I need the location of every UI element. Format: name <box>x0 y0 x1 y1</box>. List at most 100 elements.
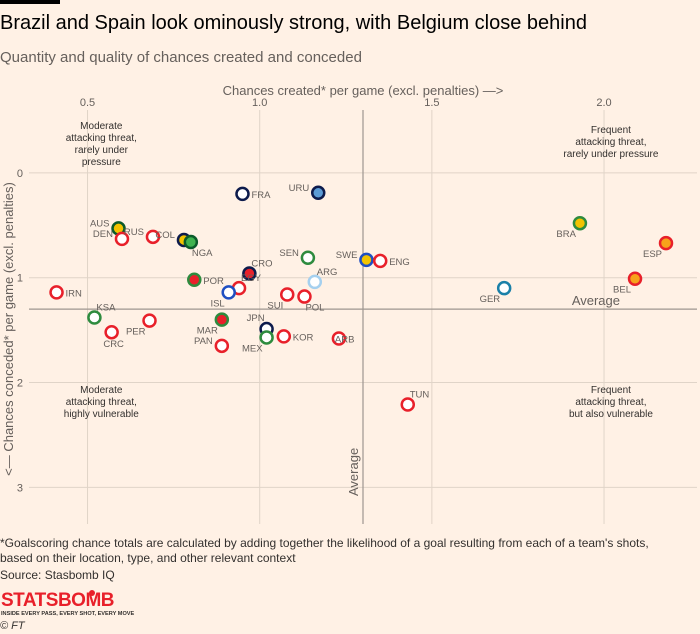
team-point-swe <box>359 252 374 268</box>
quadrant-annotation: Moderate attacking threat, rarely under pre… <box>66 121 137 168</box>
team-label-pan: PAN <box>194 336 213 347</box>
scatter-chart: 0.5 1.0 1.5 2.0 0 1 2 3 Chances created* per gam… <box>1 83 697 524</box>
team-label-sui: SUI <box>267 300 283 311</box>
team-point-arg <box>307 274 323 290</box>
footnote: *Goalscoring chance totals are calculate… <box>0 536 649 565</box>
team-point-tun <box>400 397 416 412</box>
team-point-mar <box>214 312 230 327</box>
team-point-eng <box>372 253 388 269</box>
team-point-mex <box>259 330 274 345</box>
quadrant-annotation-line: attacking threat, <box>575 397 646 408</box>
quadrant-annotation-line: Moderate <box>80 385 123 396</box>
team-point-sen <box>300 250 316 266</box>
team-label-por: POR <box>203 276 224 287</box>
team-label-col: COL <box>155 230 175 241</box>
y-tick-label: 3 <box>17 482 23 494</box>
team-point-nga <box>183 234 199 250</box>
team-label-arg: ARG <box>317 267 338 278</box>
team-label-mar: MAR <box>197 326 218 337</box>
statsbomb-logo: STATSBOMB INSIDE EVERY PASS, EVERY SHOT,… <box>0 589 140 622</box>
team-label-egy: EGY <box>241 273 262 284</box>
quadrant-annotation: Frequent attacking threat, but also vulner… <box>569 385 653 420</box>
team-point-kor <box>276 329 292 344</box>
chart-subtitle: Quantity and quality of chances created … <box>0 49 362 66</box>
team-label-fra: FRA <box>251 190 271 201</box>
average-x-label: Average <box>346 448 361 496</box>
average-y-label: Average <box>572 293 620 308</box>
team-point-esp <box>658 235 674 251</box>
y-tick-label: 0 <box>17 168 23 180</box>
x-axis-title: Chances created* per game (excl. penalti… <box>223 83 504 98</box>
team-label-eng: ENG <box>389 257 410 268</box>
team-label-den: DEN <box>93 229 113 240</box>
team-label-uru: URU <box>289 183 310 194</box>
team-label-rus: RUS <box>124 227 144 238</box>
team-point-isl <box>221 285 236 300</box>
quadrant-annotation-line: attacking threat, <box>575 137 646 148</box>
team-label-arb: ARB <box>335 334 355 345</box>
team-point-bra <box>572 215 588 231</box>
team-label-crc: CRC <box>103 339 124 350</box>
y-axis-title: <— Chances conceded* per game (excl. pen… <box>1 182 16 476</box>
team-label-kor: KOR <box>293 332 314 343</box>
team-point-fra <box>235 186 250 202</box>
team-point-por <box>187 272 202 288</box>
team-label-swe: SWE <box>336 250 358 261</box>
copyright: © FT <box>0 620 25 632</box>
team-point-uru <box>310 185 326 201</box>
team-label-isl: ISL <box>210 298 224 309</box>
quadrant-annotation-line: attacking threat, <box>66 133 137 144</box>
team-point-sui <box>279 287 295 302</box>
ft-top-bar <box>0 0 60 4</box>
team-point-pan <box>214 338 230 354</box>
quadrant-annotation-line: highly vulnerable <box>64 409 139 420</box>
statsbomb-logo-mark: STATSBOMB INSIDE EVERY PASS, EVERY SHOT,… <box>1 590 135 617</box>
quadrant-annotation-line: Frequent <box>591 125 631 136</box>
team-label-aus: AUS <box>90 218 110 229</box>
team-point-crc <box>104 324 119 340</box>
team-label-sen: SEN <box>279 248 299 259</box>
team-point-cro <box>242 266 257 281</box>
team-point-bel <box>627 271 643 286</box>
team-point-ger <box>496 280 512 296</box>
source-note: Source: Stasbomb IQ <box>0 568 115 582</box>
x-tick-label: 0.5 <box>80 97 95 109</box>
x-tick-label: 1.0 <box>252 97 267 109</box>
y-tick-label: 1 <box>17 273 23 285</box>
team-label-bel: BEL <box>613 285 631 296</box>
team-point-den <box>114 231 130 247</box>
team-point-pol <box>297 289 312 304</box>
team-point-arb <box>331 331 347 346</box>
team-label-ger: GER <box>480 294 501 305</box>
team-label-esp: ESP <box>643 249 662 260</box>
team-label-jpn: JPN <box>247 313 265 324</box>
quadrant-annotation-line: Moderate <box>80 121 123 132</box>
quadrant-annotation: Frequent attacking threat, rarely under pr… <box>563 125 658 160</box>
x-tick-label: 2.0 <box>596 97 611 109</box>
chart-title: Brazil and Spain look ominously strong, … <box>0 12 587 34</box>
y-tick-label: 2 <box>17 378 23 390</box>
team-label-pol: POL <box>305 303 324 314</box>
quadrant-annotation-line: Frequent <box>591 385 631 396</box>
team-label-cro: CRO <box>251 259 272 270</box>
quadrant-annotation: Moderate attacking threat, highly vulnerab… <box>64 385 139 420</box>
team-label-ksa: KSA <box>96 303 116 314</box>
quadrant-annotation-line: but also vulnerable <box>569 409 653 420</box>
team-label-bra: BRA <box>556 229 576 240</box>
team-label-nga: NGA <box>192 248 213 259</box>
team-point-ksa <box>87 310 102 325</box>
svg-text:STATSBOMB: STATSBOMB <box>1 590 114 611</box>
team-point-per <box>142 313 157 328</box>
quadrant-annotation-line: rarely under <box>75 145 129 156</box>
team-label-mex: MEX <box>242 343 263 354</box>
team-label-tun: TUN <box>410 390 430 401</box>
quadrant-annotation-line: pressure <box>82 157 121 168</box>
team-label-irn: IRN <box>66 288 83 299</box>
team-label-per: PER <box>126 327 146 338</box>
quadrant-annotation-line: rarely under pressure <box>563 149 658 160</box>
x-tick-label: 1.5 <box>424 97 439 109</box>
team-point-irn <box>49 285 64 300</box>
quadrant-annotation-line: attacking threat, <box>66 397 137 408</box>
team-point-rus <box>145 229 161 245</box>
svg-text:INSIDE EVERY PASS, EVERY SHOT,: INSIDE EVERY PASS, EVERY SHOT, EVERY MOV… <box>1 611 135 617</box>
